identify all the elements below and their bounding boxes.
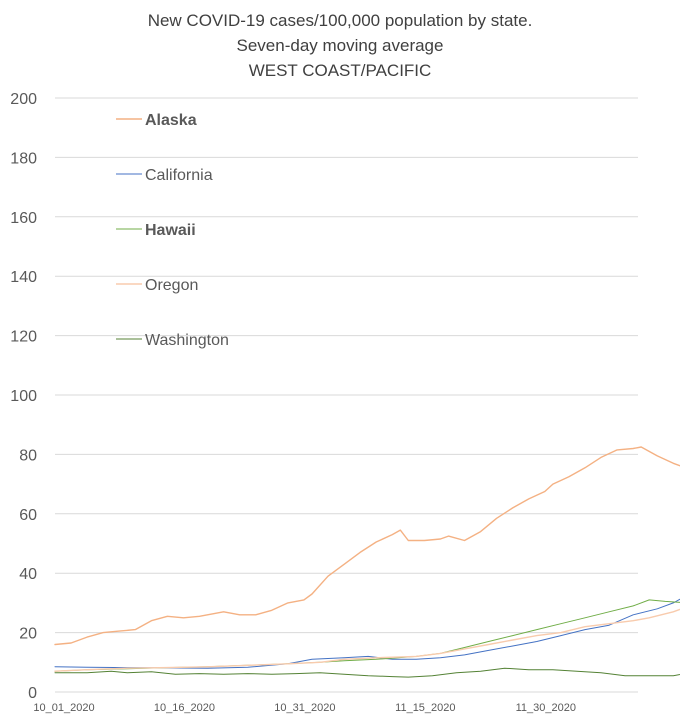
series-line-alaska: [54, 446, 680, 646]
y-axis-ticks: 0 20 40 60 80 100 120 140 160 180 200: [10, 91, 37, 702]
series-line-oregon: [54, 608, 680, 672]
gridlines: [55, 97, 638, 693]
chart-title-line-2: Seven-day moving average: [237, 36, 444, 55]
y-tick-label: 100: [10, 388, 37, 405]
chart-title: New COVID-19 cases/100,000 population by…: [148, 11, 533, 80]
x-tick-label: 10_01_2020: [33, 702, 94, 714]
y-tick-label: 80: [19, 447, 37, 464]
x-tick-label: 11_30_2020: [516, 702, 576, 714]
legend-label-alaska: Alaska: [145, 112, 197, 129]
chart-title-line-1: New COVID-19 cases/100,000 population by…: [148, 11, 533, 30]
y-tick-label: 60: [19, 507, 37, 524]
y-tick-label: 200: [10, 91, 37, 108]
chart-title-line-3: WEST COAST/PACIFIC: [249, 61, 432, 80]
x-axis-ticks: 10_01_2020 10_16_2020 10_31_2020 11_15_2020…: [33, 702, 576, 714]
y-tick-label: 180: [10, 150, 37, 167]
series-line-washington: [54, 667, 680, 678]
y-tick-label: 120: [10, 329, 37, 346]
legend-label-washington: Washington: [145, 332, 229, 349]
y-tick-label: 140: [10, 269, 37, 286]
x-tick-label: 11_15_2020: [395, 702, 455, 714]
legend: Alaska California Hawaii Oregon Washington: [116, 112, 229, 349]
y-tick-label: 160: [10, 210, 37, 227]
y-tick-label: 20: [19, 626, 37, 643]
x-tick-label: 10_16_2020: [154, 702, 215, 714]
legend-label-hawaii: Hawaii: [145, 222, 196, 239]
series-line-california: [54, 598, 680, 669]
x-tick-label: 10_31_2020: [274, 702, 335, 714]
y-tick-label: 40: [19, 566, 37, 583]
legend-label-california: California: [145, 167, 213, 184]
series-lines: [54, 446, 680, 678]
legend-label-oregon: Oregon: [145, 277, 198, 294]
y-tick-label: 0: [28, 685, 37, 702]
